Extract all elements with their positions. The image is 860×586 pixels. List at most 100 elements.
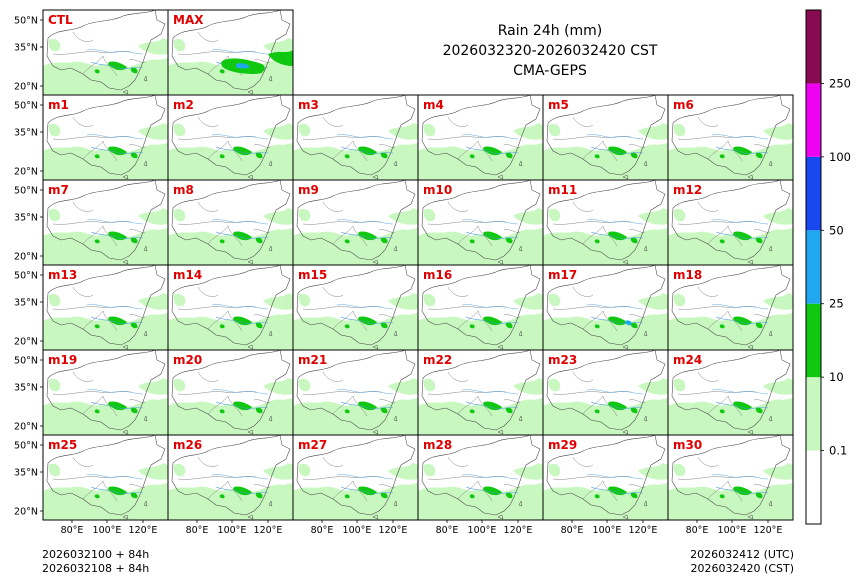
lon-tick-label: 100°E [593,525,622,536]
lat-tick-label: 35°N [14,128,38,139]
panel-label: m4 [423,98,444,112]
colorbar-label: 250 [829,76,851,90]
map-panel-m16: m16 [417,264,544,351]
panel-label: m14 [173,268,202,282]
panel-label: m30 [673,438,702,452]
lat-tick-label: 35°N [14,383,38,394]
panel-label: m1 [48,98,69,112]
colorbar-segment [806,377,821,451]
lon-tick-label: 80°E [686,525,709,536]
map-panel-m12: m12 [667,179,794,266]
panel-label: m3 [298,98,319,112]
panel-label: m18 [673,268,702,282]
figure-time-range: 2026032320-2026032420 CST [442,43,658,59]
lat-tick-label: 20°N [14,82,38,93]
lat-tick-label: 20°N [14,337,38,348]
map-panel-m21: m21 [292,349,419,436]
map-panel-m26: m26 [167,434,294,521]
panel-label: m5 [548,98,569,112]
lon-tick-label: 100°E [718,525,747,536]
map-panel-m28: m28 [417,434,544,521]
lon-tick-label: 100°E [343,525,372,536]
panel-label: m15 [298,268,327,282]
lon-tick-label: 80°E [61,525,84,536]
panel-label: m6 [673,98,694,112]
colorbar-label: 100 [829,150,851,164]
valid-time-cst: 2026032420 (CST) [690,562,794,575]
map-panel-m5: m5 [542,94,669,181]
panel-label: m12 [673,183,702,197]
map-panel-m17: m17 [542,264,669,351]
lon-tick-label: 100°E [218,525,247,536]
map-panel-m27: m27 [292,434,419,521]
panel-label: m2 [173,98,194,112]
lon-tick-label: 100°E [468,525,497,536]
lon-tick-label: 120°E [629,525,658,536]
map-panel-m18: m18 [667,264,794,351]
panel-label: MAX [173,13,204,27]
map-panel-m14: m14 [167,264,294,351]
map-axes: 50°N 35°N 20°N 50°N 35°N 20°N 50°N 35°N 20°N 50°N… [14,16,782,537]
panel-label: m26 [173,438,202,452]
panel-label: m13 [48,268,77,282]
map-panels: CTL MAX m1 m2 m3 m4 m5 m6 m7 m8 m9 m10 m11 m12 m13 m14 m… [42,9,794,521]
panel-label: m22 [423,353,452,367]
panel-label: m21 [298,353,327,367]
lat-tick-label: 20°N [14,422,38,433]
map-panel-m11: m11 [542,179,669,266]
map-panel-m22: m22 [417,349,544,436]
colorbar-segment [806,230,821,304]
panel-label: m11 [548,183,577,197]
colorbar-label: 50 [829,223,844,237]
panel-label: m23 [548,353,577,367]
panel-label: m7 [48,183,69,197]
lat-tick-label: 35°N [14,468,38,479]
lon-tick-label: 100°E [93,525,122,536]
lon-tick-label: 120°E [129,525,158,536]
map-panel-m3: m3 [292,94,419,181]
map-panel-m2: m2 [167,94,294,181]
panel-label: m27 [298,438,327,452]
init-time-cst: 2026032108 + 84h [42,562,150,575]
lat-tick-label: 35°N [14,213,38,224]
valid-time-utc: 2026032412 (UTC) [690,548,794,561]
map-panel-m25: m25 [42,434,169,521]
lat-tick-label: 50°N [14,186,38,197]
lat-tick-label: 50°N [14,16,38,27]
lat-tick-label: 20°N [14,167,38,178]
lat-tick-label: 50°N [14,271,38,282]
colorbar-label: 25 [829,297,844,311]
panel-label: m19 [48,353,77,367]
map-panel-m10: m10 [417,179,544,266]
map-panel-m1: m1 [42,94,169,181]
panel-label: m25 [48,438,77,452]
map-panel-m4: m4 [417,94,544,181]
panel-label: m16 [423,268,452,282]
lat-tick-label: 20°N [14,252,38,263]
map-panel-ctl: CTL [42,9,169,96]
panel-label: m29 [548,438,577,452]
figure-model-name: CMA-GEPS [513,63,587,79]
colorbar-segment [806,450,821,524]
map-panel-max: MAX [167,9,294,96]
map-panel-m30: m30 [667,434,794,521]
map-panel-m13: m13 [42,264,169,351]
map-panel-m9: m9 [292,179,419,266]
lon-tick-label: 80°E [311,525,334,536]
map-panel-m8: m8 [167,179,294,266]
lat-tick-label: 50°N [14,101,38,112]
panel-label: m9 [298,183,319,197]
map-panel-m19: m19 [42,349,169,436]
colorbar: 0.1 10 25 50 100 250 [805,9,851,525]
panel-label: m24 [673,353,702,367]
map-panel-m15: m15 [292,264,419,351]
map-panel-m23: m23 [542,349,669,436]
lon-tick-label: 120°E [379,525,408,536]
lon-tick-label: 120°E [504,525,533,536]
lon-tick-label: 80°E [186,525,209,536]
colorbar-label: 10 [829,370,844,384]
colorbar-segment [806,156,821,231]
panel-label: m8 [173,183,194,197]
lat-tick-label: 50°N [14,356,38,367]
